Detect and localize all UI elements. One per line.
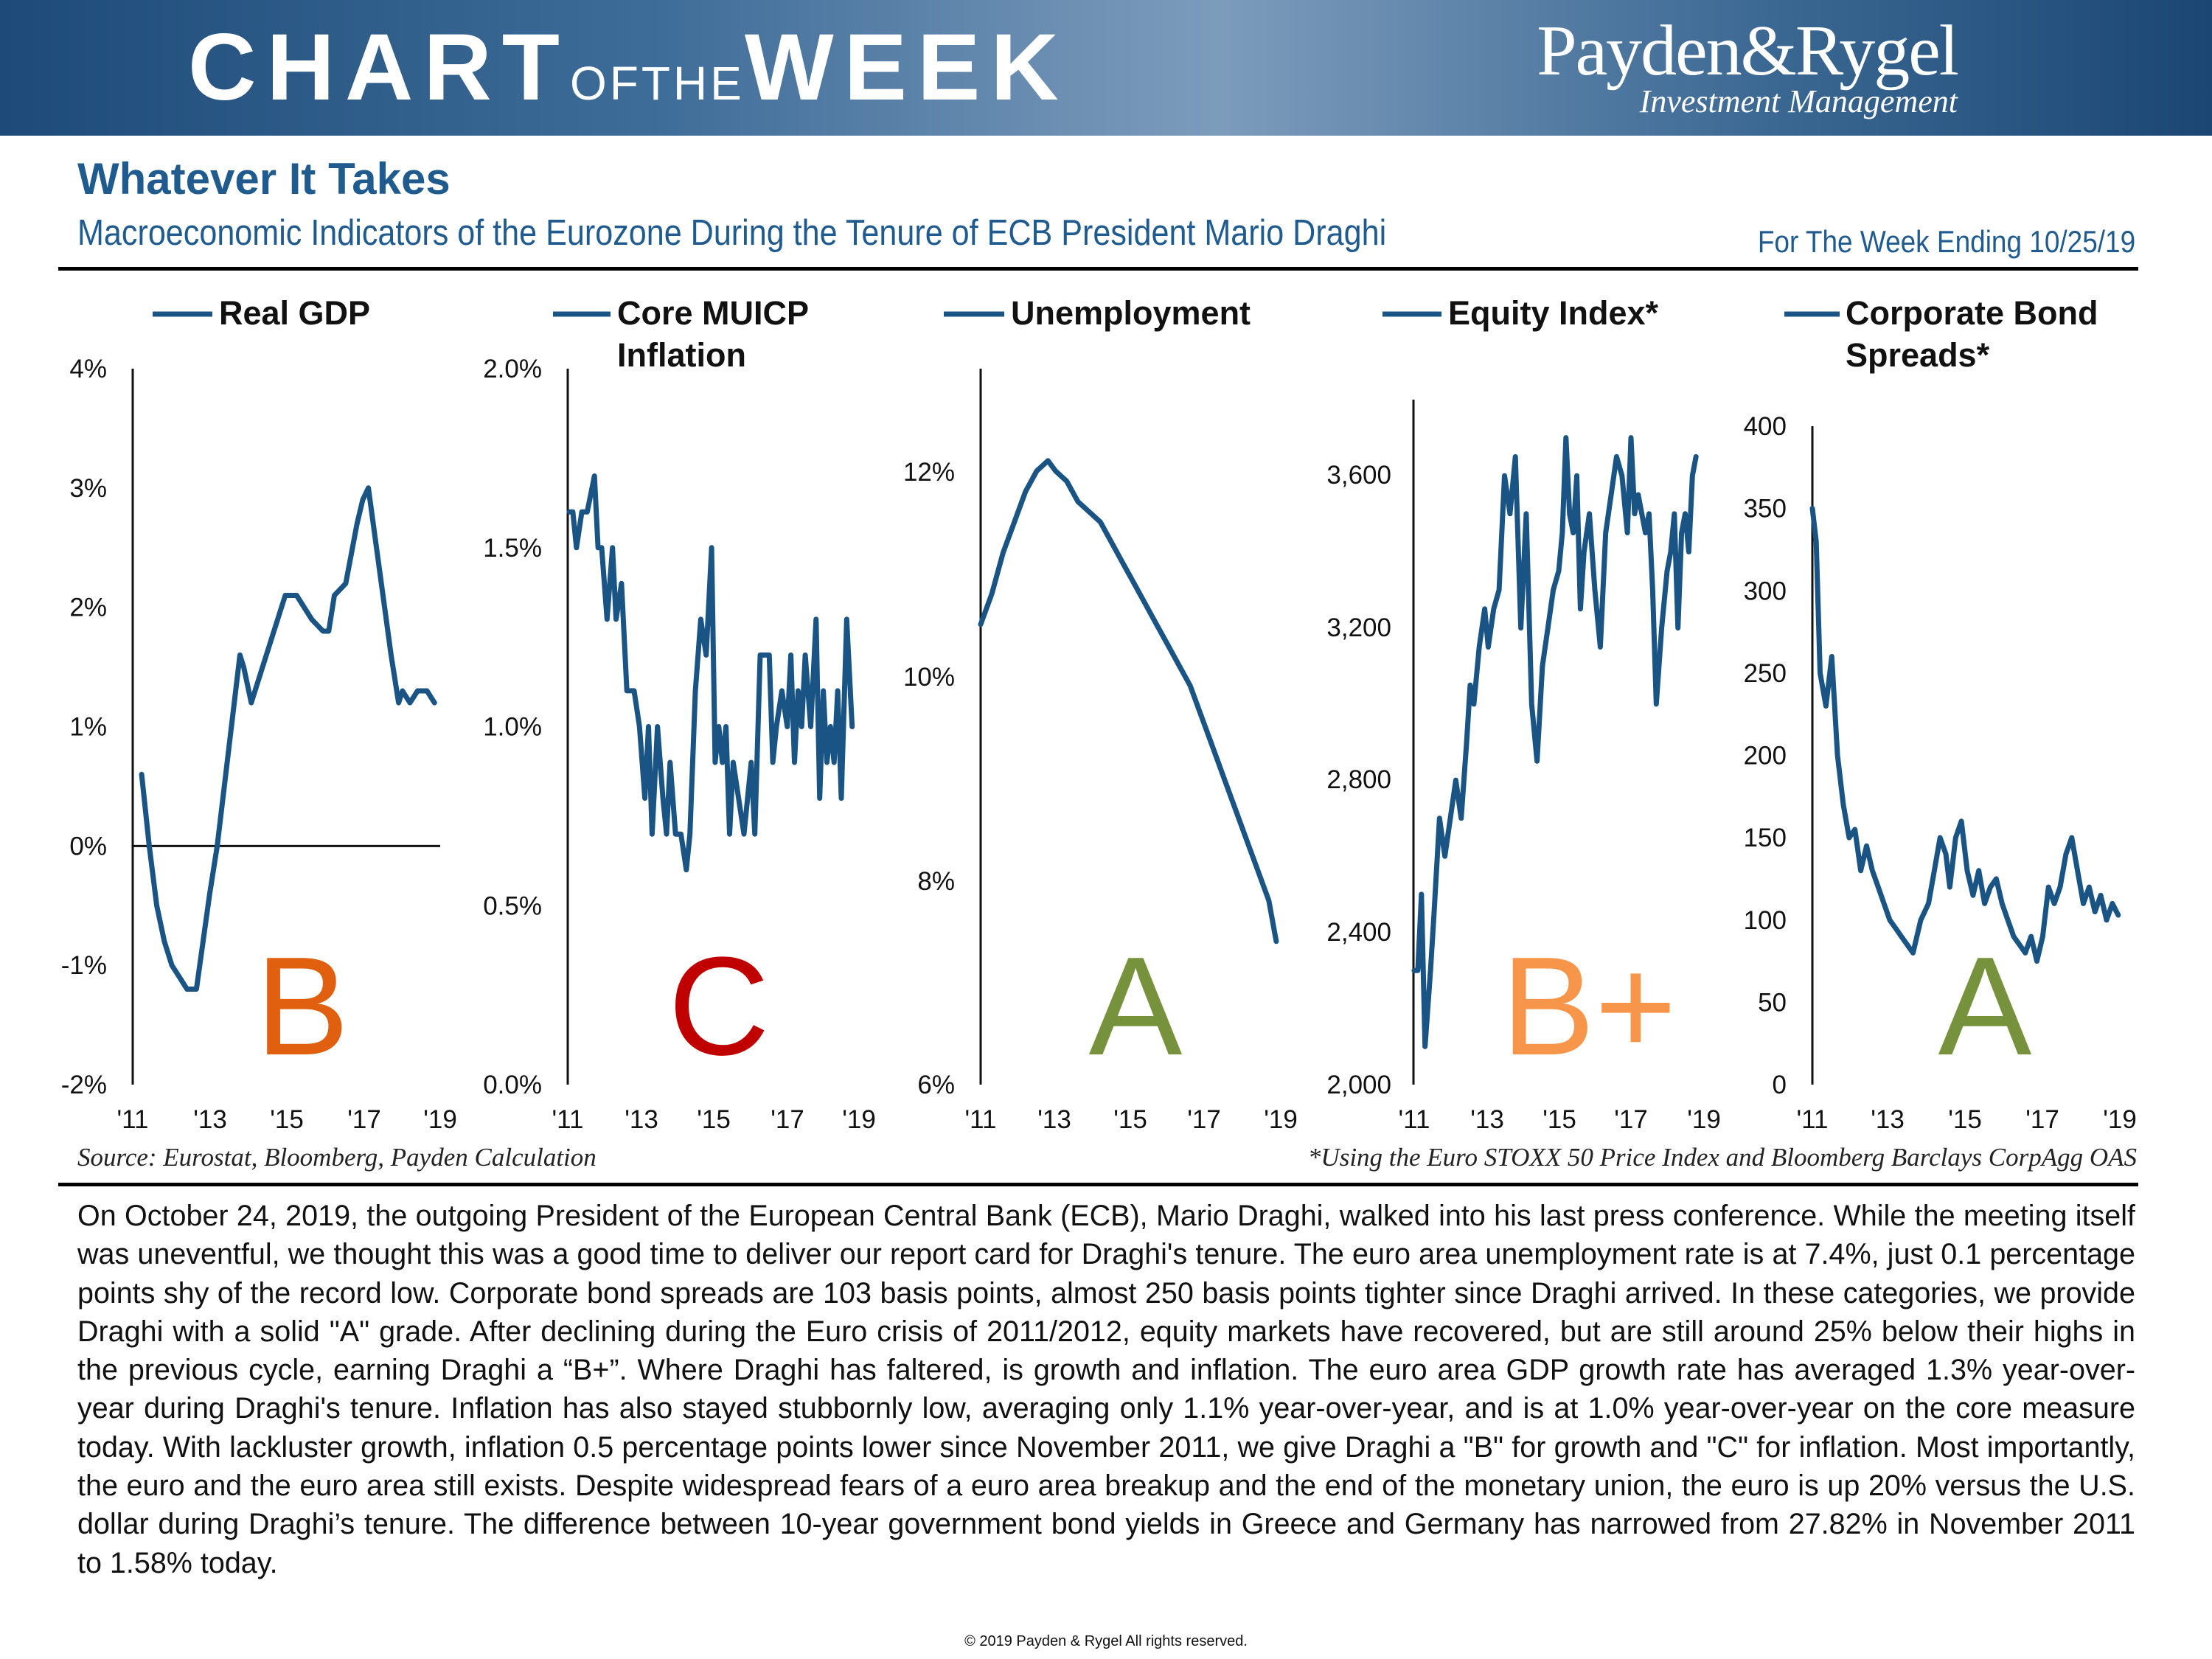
page-title: Whatever It Takes — [77, 154, 451, 204]
x-tick-label: '13 — [193, 1105, 227, 1134]
series-line — [1411, 435, 1699, 1049]
y-tick-label: 1.5% — [483, 534, 542, 563]
x-tick-label: '13 — [625, 1105, 658, 1134]
y-tick-label: 2,000 — [1326, 1071, 1391, 1099]
y-tick-label: 3,200 — [1326, 613, 1391, 642]
series-line — [1809, 506, 2121, 964]
x-tick-label: '15 — [1948, 1105, 1982, 1134]
y-tick-label: 0.5% — [483, 891, 542, 920]
logo-tagline: Investment Management — [1639, 83, 1958, 119]
y-tick-label: 0% — [69, 832, 107, 860]
y-tick-label: 300 — [1744, 577, 1787, 605]
chart-1: 4% 3% 2% 1% 0% -1% -2% '11 '13 '15 '17 '19 Real GDP B — [61, 294, 457, 1134]
legend-label: Spreads* — [1846, 336, 1990, 374]
y-tick-label: 150 — [1744, 824, 1787, 852]
x-tick-label: '11 — [116, 1105, 148, 1134]
legend-label: Real GDP — [219, 294, 370, 332]
x-tick-label: '17 — [1187, 1105, 1221, 1134]
week-ending: For The Week Ending 10/25/19 — [1757, 224, 2135, 259]
y-tick-label: 2.0% — [483, 355, 542, 383]
copyright: © 2019 Payden & Rygel All rights reserve… — [964, 1633, 1248, 1649]
y-tick-label: 3% — [69, 474, 107, 503]
y-tick-label: 6% — [917, 1071, 955, 1099]
source-note: Source: Eurostat, Bloomberg, Payden Calc… — [77, 1143, 597, 1172]
x-tick-label: '19 — [423, 1105, 457, 1134]
x-tick-label: '17 — [1614, 1105, 1648, 1134]
header-banner: CHARTOFTHEWEEK Payden&Rygel Investment M… — [0, 0, 2212, 136]
x-tick-label: '19 — [1264, 1105, 1298, 1134]
y-tick-label: 100 — [1744, 906, 1787, 935]
payden-rygel-logo: Payden&Rygel Investment Management — [1537, 10, 1959, 119]
top-divider — [58, 267, 2138, 271]
chart-4: 3,600 3,200 2,800 2,400 2,000'11 '13 '15 '17 '19… — [1326, 294, 1720, 1134]
x-tick-label: '17 — [771, 1105, 804, 1134]
x-tick-label: '11 — [964, 1105, 996, 1134]
y-tick-label: 0 — [1773, 1071, 1787, 1099]
x-tick-label: '15 — [1543, 1105, 1576, 1134]
series-line — [978, 458, 1279, 945]
grade-letter: A — [1938, 928, 2032, 1085]
y-tick-label: 3,600 — [1326, 461, 1391, 490]
y-tick-label: 250 — [1744, 659, 1787, 688]
chart-2: 2.0% 1.5% 1.0% 0.5% 0.0% '11 '13 '15 '17 '19 Core … — [483, 294, 876, 1134]
footnote: *Using the Euro STOXX 50 Price Index and… — [1307, 1143, 2137, 1172]
x-tick-label: '17 — [347, 1105, 381, 1134]
y-tick-label: 350 — [1744, 495, 1787, 524]
y-tick-label: 400 — [1744, 412, 1787, 441]
legend-label: Inflation — [617, 336, 746, 374]
y-tick-label: 2,400 — [1326, 918, 1391, 947]
legend-label: Core MUICP — [617, 294, 809, 332]
series-line — [566, 473, 855, 873]
x-tick-label: '15 — [270, 1105, 304, 1134]
x-tick-label: '13 — [1871, 1105, 1905, 1134]
y-tick-label: 1% — [69, 713, 107, 742]
x-tick-label: '13 — [1470, 1105, 1504, 1134]
grade-letter: B+ — [1501, 928, 1677, 1085]
y-tick-label: -2% — [61, 1071, 107, 1099]
x-tick-label: '15 — [697, 1105, 731, 1134]
chart-of-the-week-title: CHARTOFTHEWEEK — [188, 16, 1069, 148]
y-tick-label: 50 — [1758, 988, 1787, 1017]
x-tick-label: '19 — [1687, 1105, 1721, 1134]
x-tick-label: '11 — [1398, 1105, 1430, 1134]
x-tick-label: '19 — [842, 1105, 876, 1134]
y-tick-label: 2,800 — [1326, 765, 1391, 794]
x-tick-label: '19 — [2103, 1105, 2137, 1134]
grade-letter: C — [668, 928, 769, 1085]
grade-letter: B — [256, 928, 349, 1085]
of-the-word: OFTHE — [569, 57, 745, 110]
y-tick-label: 4% — [69, 355, 107, 383]
chart-5: 400 350 300 250 200 150 100 50 0 '11 '13 '15 '17 '19 C… — [1744, 294, 2137, 1134]
x-tick-label: '15 — [1113, 1105, 1147, 1134]
y-tick-label: 2% — [69, 594, 107, 622]
x-tick-label: '13 — [1037, 1105, 1071, 1134]
y-tick-label: 8% — [917, 867, 955, 896]
y-tick-label: -1% — [61, 951, 107, 980]
legend-label: Equity Index* — [1448, 294, 1659, 332]
week-word: WEEK — [744, 15, 1069, 120]
x-tick-label: '17 — [2025, 1105, 2059, 1134]
chart-word: CHART — [188, 15, 570, 120]
y-tick-label: 200 — [1744, 742, 1787, 771]
legend-label: Corporate Bond — [1846, 294, 2098, 332]
commentary-text: On October 24, 2019, the outgoing Presid… — [77, 1200, 2135, 1579]
y-tick-label: 0.0% — [483, 1071, 542, 1099]
y-tick-label: 12% — [903, 458, 955, 487]
y-tick-label: 10% — [903, 663, 955, 692]
page-subtitle: Macroeconomic Indicators of the Eurozone… — [77, 213, 1387, 253]
charts-panel: 4% 3% 2% 1% 0% -1% -2% '11 '13 '15 '17 '19 Real GDP B… — [61, 294, 2137, 1134]
series-line — [139, 485, 437, 992]
logo-name: Payden&Rygel — [1537, 11, 1959, 91]
bottom-divider — [58, 1183, 2138, 1186]
chart-3: 12% 10% 8% 6% '11 '13 '15 '17 '19 Unemployment A — [903, 294, 1298, 1134]
y-tick-label: 1.0% — [483, 713, 542, 742]
x-tick-label: '11 — [552, 1105, 583, 1134]
grade-letter: A — [1089, 928, 1183, 1085]
x-tick-label: '11 — [1796, 1105, 1828, 1134]
legend-label: Unemployment — [1011, 294, 1251, 332]
